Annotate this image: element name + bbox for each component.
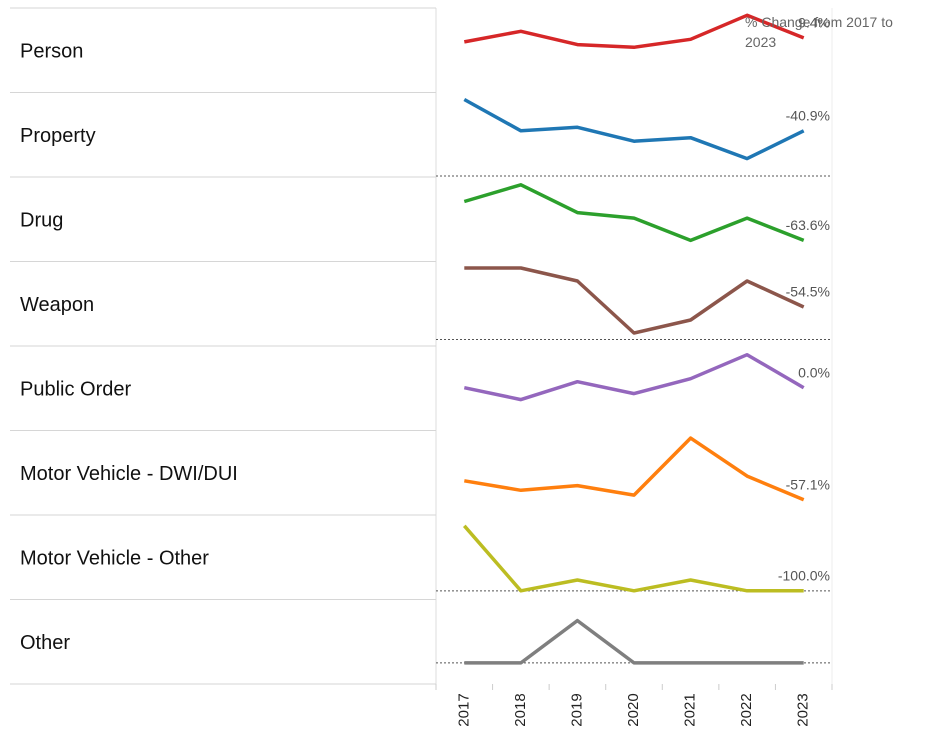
row-label: Other <box>20 632 70 654</box>
change-header: % Change from 2017 to 2023 <box>745 14 893 50</box>
series-line <box>463 352 805 402</box>
change-label: -54.5% <box>786 284 830 300</box>
change-label: -57.1% <box>786 477 830 493</box>
row-label: Drug <box>20 210 63 232</box>
change-label: -100.0% <box>778 568 830 584</box>
row-label: Property <box>20 125 96 147</box>
x-tick-label: 2017 <box>455 693 472 726</box>
row-label: Person <box>20 41 83 63</box>
series-line <box>464 618 804 665</box>
series-line <box>463 97 805 161</box>
row-label: Public Order <box>20 379 131 401</box>
series-line <box>463 13 805 50</box>
row-label: Motor Vehicle - Other <box>20 548 209 570</box>
series-line <box>462 524 804 593</box>
change-label: 9.4% <box>798 15 830 31</box>
series-line <box>464 436 805 502</box>
x-tick-label: 2020 <box>625 693 642 726</box>
x-tick-label: 2023 <box>795 693 812 726</box>
change-label: -40.9% <box>786 107 830 123</box>
series-line <box>463 183 805 243</box>
change-label: 0.0% <box>798 364 830 380</box>
x-tick-label: 2021 <box>682 693 699 726</box>
x-tick-label: 2019 <box>568 693 585 726</box>
series-line <box>464 266 805 335</box>
change-label: -63.6% <box>786 217 830 233</box>
row-label: Weapon <box>20 294 94 316</box>
x-tick-label: 2022 <box>738 693 755 726</box>
row-label: Motor Vehicle - DWI/DUI <box>20 463 238 485</box>
x-tick-label: 2018 <box>512 693 529 726</box>
